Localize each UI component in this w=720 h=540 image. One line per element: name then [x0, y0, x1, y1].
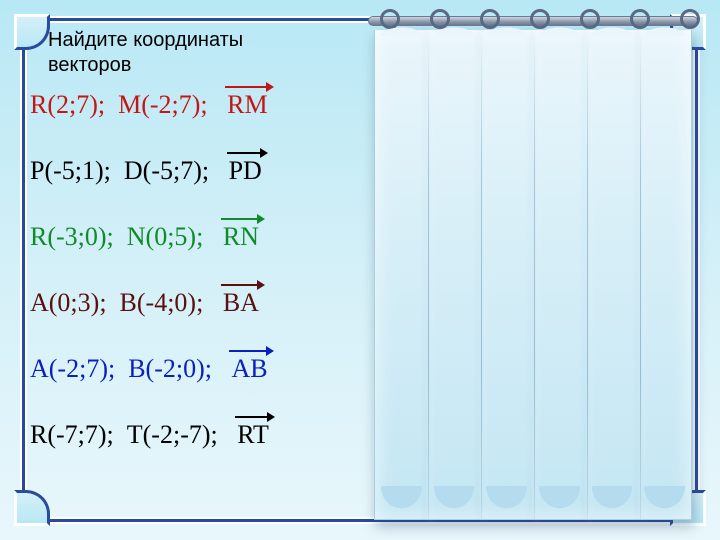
- problem-row: P(-5;1); D(-5;7); PD: [30, 154, 380, 220]
- problem-row: A(0;3); B(-4;0); BA: [30, 286, 380, 352]
- point-2: B(-2;0);: [128, 356, 212, 382]
- problem-row: R(-3;0); N(0;5); RN: [30, 220, 380, 286]
- vector-name: BA: [223, 286, 259, 316]
- page-title: Найдите координаты векторов: [48, 28, 243, 78]
- point-1: P(-5;1);: [30, 158, 111, 184]
- point-1: A(-2;7);: [30, 356, 115, 382]
- vector-problem-list: R(2;7); M(-2;7); RMP(-5;1); D(-5;7); PDR…: [30, 88, 380, 484]
- frame-corner: [14, 14, 50, 50]
- point-1: R(2;7);: [30, 92, 105, 118]
- curtain-fold: [587, 30, 588, 519]
- point-1: R(-3;0);: [30, 224, 114, 250]
- problem-row: A(-2;7); B(-2;0); AB: [30, 352, 380, 418]
- vector-arrow-icon: [225, 82, 273, 92]
- point-2: T(-2;-7);: [127, 422, 218, 448]
- vector-name: RN: [223, 220, 259, 250]
- curtain-fold: [481, 30, 482, 519]
- curtain-fold: [428, 30, 429, 519]
- point-2: N(0;5);: [127, 224, 204, 250]
- curtain-cloth: [374, 30, 692, 520]
- vector-name: PD: [229, 154, 262, 184]
- vector-name: RT: [237, 418, 269, 448]
- point-2: B(-4;0);: [120, 290, 204, 316]
- vector-name: RM: [227, 88, 267, 118]
- point-1: A(0;3);: [30, 290, 107, 316]
- curtain-fold: [640, 30, 641, 519]
- vector-name: AB: [231, 352, 267, 382]
- point-1: R(-7;7);: [30, 422, 114, 448]
- point-2: M(-2;7);: [118, 92, 208, 118]
- problem-row: R(2;7); M(-2;7); RM: [30, 88, 380, 154]
- curtain-fold: [534, 30, 535, 519]
- frame-corner: [14, 490, 50, 526]
- point-2: D(-5;7);: [124, 158, 209, 184]
- curtain: [372, 6, 694, 526]
- problem-row: R(-7;7); T(-2;-7); RT: [30, 418, 380, 484]
- title-line1: Найдите координаты: [48, 29, 243, 51]
- title-line2: векторов: [48, 54, 131, 76]
